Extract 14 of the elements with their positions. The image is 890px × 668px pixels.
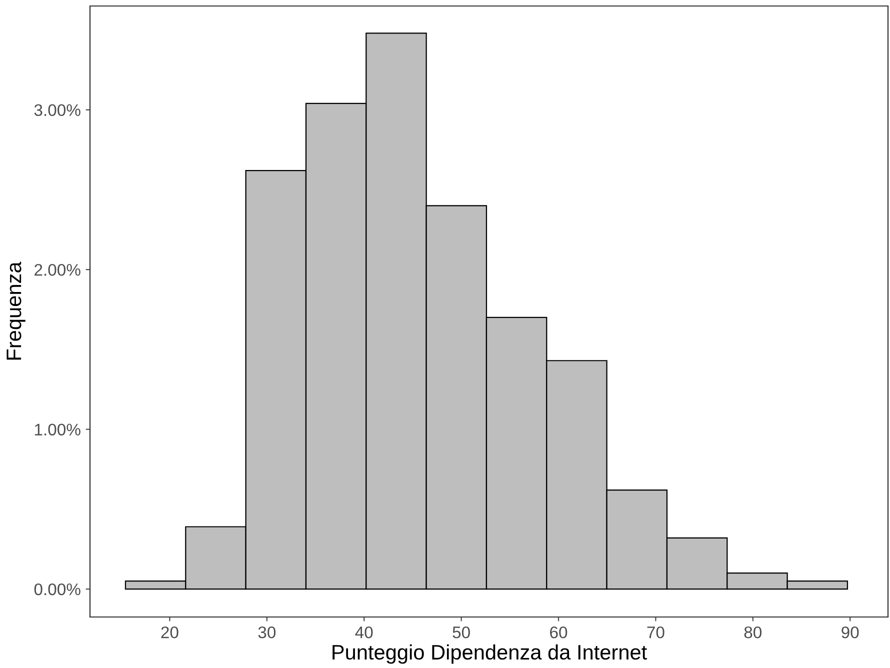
y-tick-label: 2.00% bbox=[34, 264, 80, 276]
y-axis-title: Frequenza bbox=[6, 262, 26, 360]
y-tick-label: 1.00% bbox=[34, 424, 80, 436]
x-tick-label: 70 bbox=[647, 626, 664, 638]
x-axis-title: Punteggio Dipendenza da Internet bbox=[332, 644, 647, 664]
y-tick-label: 3.00% bbox=[34, 104, 80, 116]
x-tick-label: 90 bbox=[842, 626, 859, 638]
x-tick-label: 50 bbox=[452, 626, 470, 638]
x-tick-label: 80 bbox=[744, 626, 762, 638]
x-tick-label: 40 bbox=[355, 626, 373, 638]
x-tick-label: 30 bbox=[258, 626, 276, 638]
y-tick-label: 0.00% bbox=[34, 583, 80, 596]
x-tick-label: 60 bbox=[550, 626, 568, 638]
x-tick-label: 20 bbox=[161, 626, 178, 638]
